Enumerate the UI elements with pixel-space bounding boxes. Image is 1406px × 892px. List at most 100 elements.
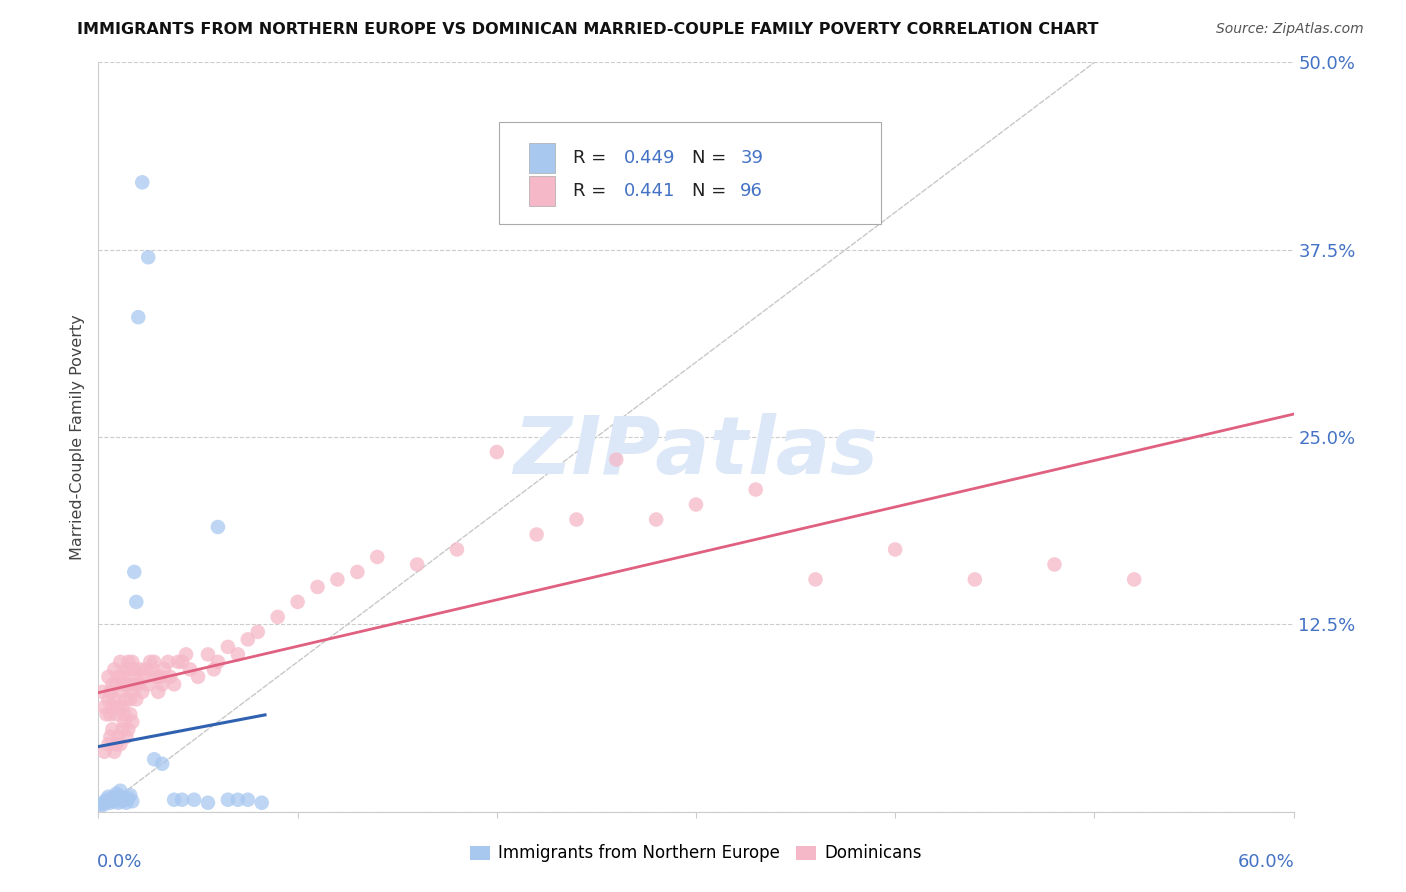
- Point: [187, 670, 209, 684]
- Point: [172, 793, 194, 807]
- Point: [97, 789, 120, 804]
- Point: [406, 558, 429, 572]
- Point: [103, 789, 125, 804]
- Point: [117, 791, 139, 805]
- Point: [174, 648, 197, 662]
- Point: [120, 789, 142, 803]
- Point: [167, 655, 190, 669]
- Point: [107, 699, 129, 714]
- Point: [98, 730, 122, 744]
- Point: [111, 670, 134, 684]
- Point: [141, 662, 163, 676]
- FancyBboxPatch shape: [529, 144, 555, 173]
- Point: [163, 677, 186, 691]
- Point: [101, 723, 124, 737]
- Point: [117, 655, 139, 669]
- Point: [111, 723, 134, 737]
- Point: [97, 670, 120, 684]
- Point: [246, 624, 269, 639]
- Point: [1123, 573, 1146, 587]
- Legend: Immigrants from Northern Europe, Dominicans: Immigrants from Northern Europe, Dominic…: [461, 836, 931, 871]
- Point: [115, 796, 138, 810]
- Point: [121, 794, 143, 808]
- Point: [111, 794, 134, 808]
- Point: [110, 685, 132, 699]
- Point: [110, 789, 132, 804]
- Point: [685, 498, 707, 512]
- Text: Source: ZipAtlas.com: Source: ZipAtlas.com: [1216, 22, 1364, 37]
- Text: IMMIGRANTS FROM NORTHERN EUROPE VS DOMINICAN MARRIED-COUPLE FAMILY POVERTY CORRE: IMMIGRANTS FROM NORTHERN EUROPE VS DOMIN…: [77, 22, 1099, 37]
- Point: [112, 707, 135, 722]
- Point: [105, 737, 128, 751]
- Text: 0.441: 0.441: [624, 182, 676, 201]
- Point: [107, 730, 129, 744]
- Point: [97, 737, 120, 751]
- Point: [120, 692, 142, 706]
- Point: [645, 512, 668, 526]
- Point: [101, 791, 124, 805]
- Point: [121, 714, 143, 729]
- Point: [163, 793, 186, 807]
- Point: [111, 699, 134, 714]
- Point: [804, 573, 827, 587]
- Point: [96, 793, 118, 807]
- Point: [217, 640, 239, 654]
- Point: [172, 655, 194, 669]
- Point: [446, 542, 468, 557]
- Point: [183, 793, 205, 807]
- Point: [115, 692, 138, 706]
- Point: [110, 655, 132, 669]
- Point: [93, 745, 115, 759]
- Point: [107, 670, 129, 684]
- Point: [125, 670, 148, 684]
- Point: [131, 685, 153, 699]
- Point: [107, 796, 129, 810]
- Point: [884, 542, 907, 557]
- Point: [197, 796, 219, 810]
- Point: [150, 677, 173, 691]
- Point: [115, 662, 138, 676]
- Point: [107, 791, 129, 805]
- Point: [105, 793, 128, 807]
- Point: [105, 677, 128, 691]
- Point: [526, 527, 548, 541]
- Point: [326, 573, 349, 587]
- Point: [236, 793, 259, 807]
- Point: [179, 662, 201, 676]
- Point: [605, 452, 627, 467]
- Point: [97, 692, 120, 706]
- Text: R =: R =: [572, 149, 612, 168]
- Point: [202, 662, 225, 676]
- Point: [112, 714, 135, 729]
- Y-axis label: Married-Couple Family Poverty: Married-Couple Family Poverty: [70, 314, 86, 560]
- Point: [125, 595, 148, 609]
- Point: [157, 655, 180, 669]
- Point: [143, 655, 166, 669]
- Point: [1043, 558, 1066, 572]
- Point: [98, 707, 122, 722]
- Point: [103, 745, 125, 759]
- Point: [136, 250, 159, 264]
- Point: [112, 793, 135, 807]
- Point: [267, 610, 290, 624]
- Point: [127, 310, 149, 325]
- Point: [745, 483, 768, 497]
- Point: [93, 797, 115, 812]
- Point: [98, 685, 122, 699]
- Point: [101, 793, 124, 807]
- Point: [98, 796, 122, 810]
- Text: N =: N =: [692, 149, 733, 168]
- Point: [226, 648, 249, 662]
- Point: [236, 632, 259, 647]
- Point: [124, 677, 146, 691]
- Point: [366, 549, 388, 564]
- Point: [226, 793, 249, 807]
- Point: [207, 655, 229, 669]
- Point: [963, 573, 986, 587]
- Point: [139, 655, 162, 669]
- Point: [485, 445, 508, 459]
- Point: [91, 685, 114, 699]
- Point: [346, 565, 368, 579]
- Point: [112, 677, 135, 691]
- Point: [89, 798, 111, 813]
